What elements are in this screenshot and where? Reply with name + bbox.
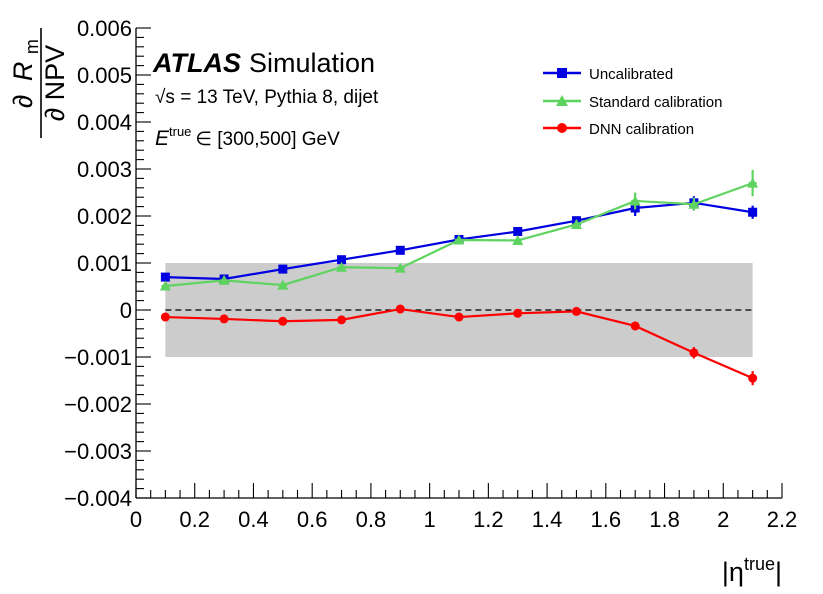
data-point-standard	[336, 261, 348, 272]
x-axis-title: |ηtrue|	[722, 554, 782, 587]
legend-label-dnn: DNN calibration	[589, 121, 694, 138]
x-tick-label: 0.8	[356, 507, 387, 532]
series-dnn	[160, 304, 758, 386]
y-tick-label: −0.004	[64, 486, 132, 511]
y-title-sub: m	[22, 39, 42, 54]
y-tick-label: 0.005	[77, 63, 132, 88]
info-line-2: Etrue ∈ [300,500] GeV	[155, 124, 340, 150]
info-line-2-rest: ∈ [300,500] GeV	[195, 129, 340, 150]
x-title-main: |η	[722, 557, 744, 587]
data-point-dnn	[160, 312, 170, 322]
y-title-partial: ∂	[8, 95, 38, 108]
data-point-dnn	[513, 308, 523, 318]
info-line-2-sup: true	[169, 124, 191, 139]
y-tick-label: 0.003	[77, 157, 132, 182]
x-tick-label: 1.4	[532, 507, 563, 532]
legend-entry-dnn: DNN calibration	[543, 121, 694, 138]
data-point-dnn	[630, 321, 640, 331]
y-axis-title: ∂ R m ∂ NPV	[8, 28, 70, 138]
info-line-1: √s = 13 TeV, Pythia 8, dijet	[155, 87, 379, 108]
info-line-2-symbol: E	[155, 127, 170, 150]
tick-label-layer: 0 0.2 0.4 0.6 0.8 1 1.2 1.4 1.6 1.8 2 2.2 −0.004 −0.0…	[64, 16, 797, 532]
data-point-dnn	[278, 316, 288, 326]
data-point-uncalibrated	[337, 255, 347, 265]
data-point-dnn	[454, 312, 464, 322]
legend-entry-standard: Standard calibration	[543, 94, 722, 111]
data-point-standard	[688, 198, 700, 209]
data-point-standard	[747, 177, 759, 188]
data-point-standard	[159, 280, 171, 291]
data-point-uncalibrated	[160, 272, 170, 282]
x-title-close: |	[775, 557, 782, 587]
data-point-dnn	[571, 306, 581, 316]
legend-entry-uncalibrated: Uncalibrated	[543, 66, 673, 83]
data-point-dnn	[689, 348, 699, 358]
y-tick-label: 0.001	[77, 251, 132, 276]
legend-marker-uncalibrated	[557, 68, 567, 78]
data-point-standard	[512, 234, 524, 245]
data-point-standard	[218, 274, 230, 285]
x-tick-label: 0.4	[238, 507, 269, 532]
atlas-label-experiment: ATLAS	[152, 48, 241, 78]
y-tick-label: −0.001	[64, 345, 132, 370]
x-tick-label: 1	[424, 507, 436, 532]
x-tick-label: 1.6	[591, 507, 622, 532]
legend-marker-dnn	[557, 123, 567, 133]
x-tick-label: 0.6	[297, 507, 328, 532]
legend: Uncalibrated Standard calibration DNN ca…	[543, 66, 722, 138]
x-tick-label: 2.2	[767, 507, 798, 532]
data-point-uncalibrated	[513, 227, 523, 237]
axes-layer	[135, 27, 783, 499]
data-point-dnn	[395, 304, 405, 314]
atlas-label: ATLAS Simulation	[152, 48, 375, 78]
data-point-uncalibrated	[748, 207, 758, 217]
y-tick-label: 0	[120, 298, 132, 323]
data-point-dnn	[748, 373, 758, 383]
svg-text:∂ R m: ∂ R m	[8, 39, 42, 108]
legend-marker-standard	[556, 95, 568, 106]
data-point-standard	[570, 218, 582, 229]
data-point-dnn	[337, 315, 347, 325]
legend-label-standard: Standard calibration	[589, 94, 722, 111]
y-tick-label: 0.006	[77, 16, 132, 41]
series-layer	[159, 169, 759, 386]
y-title-symbol: R	[8, 62, 38, 82]
atlas-label-suffix: Simulation	[249, 48, 375, 78]
y-tick-label: −0.002	[64, 392, 132, 417]
y-tick-label: 0.004	[77, 110, 132, 135]
series-standard	[159, 169, 759, 291]
data-point-standard	[453, 234, 465, 245]
x-tick-label: 0.2	[179, 507, 210, 532]
x-tick-label: 1.2	[473, 507, 504, 532]
y-title-denominator: ∂ NPV	[40, 45, 70, 121]
x-tick-label: 2	[717, 507, 729, 532]
x-tick-label: 1.8	[649, 507, 680, 532]
data-point-uncalibrated	[278, 264, 288, 274]
x-tick-label: 0	[130, 507, 142, 532]
data-point-standard	[394, 262, 406, 273]
data-point-standard	[277, 279, 289, 290]
legend-label-uncalibrated: Uncalibrated	[589, 66, 673, 83]
data-point-standard	[629, 195, 641, 206]
x-title-sup: true	[744, 554, 775, 574]
y-tick-label: 0.002	[77, 204, 132, 229]
y-tick-label: −0.003	[64, 439, 132, 464]
data-point-dnn	[219, 314, 229, 324]
data-point-uncalibrated	[395, 245, 405, 255]
